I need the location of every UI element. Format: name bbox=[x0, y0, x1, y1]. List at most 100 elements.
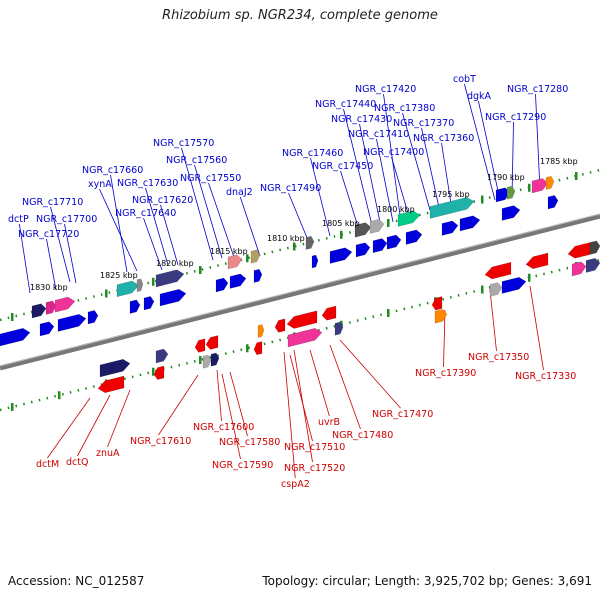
gene-forward[interactable] bbox=[287, 327, 323, 348]
gene-reverse[interactable] bbox=[431, 296, 443, 311]
gene-forward[interactable] bbox=[545, 175, 555, 190]
gene-forward[interactable] bbox=[372, 238, 388, 254]
gene-label-forward[interactable]: NGR_c17660 bbox=[82, 165, 143, 176]
gene-forward[interactable] bbox=[501, 276, 527, 294]
gene-forward[interactable] bbox=[506, 185, 516, 200]
gene-forward[interactable] bbox=[215, 277, 229, 293]
gene-label-reverse[interactable]: NGR_c17390 bbox=[415, 368, 476, 379]
gene-label-forward[interactable]: xynA bbox=[88, 179, 112, 190]
gene-forward[interactable] bbox=[253, 268, 263, 283]
gene-forward[interactable] bbox=[405, 229, 423, 245]
gene-label-forward[interactable]: NGR_c17570 bbox=[153, 138, 214, 149]
gene-label-forward[interactable]: NGR_c17620 bbox=[132, 195, 193, 206]
gene-forward[interactable] bbox=[585, 257, 600, 273]
gene-forward[interactable] bbox=[257, 324, 265, 338]
gene-forward[interactable] bbox=[501, 205, 521, 221]
gene-label-forward[interactable]: NGR_c17410 bbox=[348, 129, 409, 140]
gene-label-forward[interactable]: NGR_c17700 bbox=[36, 214, 97, 225]
gene-label-forward[interactable]: NGR_c17630 bbox=[117, 178, 178, 189]
gene-label-forward[interactable]: NGR_c17440 bbox=[315, 99, 376, 110]
gene-label-reverse[interactable]: uvrB bbox=[318, 417, 340, 428]
gene-forward[interactable] bbox=[329, 247, 353, 264]
gene-forward[interactable] bbox=[369, 218, 385, 234]
gene-label-forward[interactable]: NGR_c17490 bbox=[260, 183, 321, 194]
gene-label-reverse[interactable]: NGR_c17350 bbox=[468, 352, 529, 363]
gene-reverse[interactable] bbox=[321, 305, 337, 321]
gene-reverse[interactable] bbox=[253, 341, 263, 356]
gene-forward[interactable] bbox=[429, 196, 475, 219]
gene-reverse[interactable] bbox=[205, 335, 219, 350]
gene-label-forward[interactable]: NGR_c17380 bbox=[374, 103, 435, 114]
gene-forward[interactable] bbox=[397, 210, 421, 227]
gene-forward[interactable] bbox=[547, 195, 559, 210]
gene-label-forward[interactable]: NGR_c17460 bbox=[282, 148, 343, 159]
gene-label-forward[interactable]: NGR_c17370 bbox=[393, 118, 454, 129]
gene-label-forward[interactable]: NGR_c17430 bbox=[331, 114, 392, 125]
gene-label-forward[interactable]: NGR_c17710 bbox=[22, 197, 83, 208]
gene-forward[interactable] bbox=[305, 235, 315, 250]
gene-label-forward[interactable]: NGR_c17420 bbox=[355, 84, 416, 95]
gene-reverse[interactable] bbox=[153, 365, 165, 380]
gene-forward[interactable] bbox=[250, 249, 261, 264]
gene-forward[interactable] bbox=[129, 299, 141, 314]
gene-label-reverse[interactable]: NGR_c17470 bbox=[372, 409, 433, 420]
gene-forward[interactable] bbox=[45, 300, 57, 315]
gene-forward[interactable] bbox=[143, 296, 155, 311]
gene-label-reverse[interactable]: NGR_c17590 bbox=[212, 460, 273, 471]
gene-label-reverse[interactable]: NGR_c17330 bbox=[515, 371, 576, 382]
gene-forward[interactable] bbox=[210, 352, 220, 367]
gene-forward[interactable] bbox=[434, 309, 448, 324]
gene-label-reverse[interactable]: NGR_c17520 bbox=[284, 463, 345, 474]
gene-label-reverse[interactable]: NGR_c17510 bbox=[284, 442, 345, 453]
gene-label-reverse[interactable]: NGR_c17610 bbox=[130, 436, 191, 447]
gene-label-forward[interactable]: NGR_c17640 bbox=[115, 208, 176, 219]
gene-label-forward[interactable]: NGR_c17450 bbox=[312, 161, 373, 172]
gene-label-reverse[interactable]: NGR_c17580 bbox=[219, 437, 280, 448]
gene-forward[interactable] bbox=[31, 303, 47, 319]
gene-label-forward[interactable]: NGR_c17400 bbox=[363, 147, 424, 158]
gene-label-reverse[interactable]: cspA2 bbox=[281, 479, 310, 490]
gene-forward[interactable] bbox=[571, 261, 587, 277]
gene-forward[interactable] bbox=[355, 242, 371, 258]
gene-label-forward[interactable]: cobT bbox=[453, 74, 476, 85]
gene-forward[interactable] bbox=[459, 215, 481, 232]
gene-reverse[interactable] bbox=[194, 338, 206, 353]
gene-forward[interactable] bbox=[489, 282, 503, 297]
gene-forward[interactable] bbox=[589, 240, 600, 255]
gene-label-reverse[interactable]: NGR_c17600 bbox=[193, 422, 254, 433]
gene-forward[interactable] bbox=[87, 310, 99, 325]
gene-forward[interactable] bbox=[0, 327, 31, 347]
gene-forward[interactable] bbox=[155, 348, 169, 364]
gene-forward[interactable] bbox=[229, 273, 247, 289]
gene-reverse[interactable] bbox=[567, 242, 591, 259]
gene-forward[interactable] bbox=[227, 254, 243, 270]
gene-label-forward[interactable]: dnaJ2 bbox=[226, 187, 253, 198]
gene-forward[interactable] bbox=[155, 269, 185, 288]
gene-forward[interactable] bbox=[334, 321, 344, 336]
gene-label-forward[interactable]: dgkA bbox=[467, 91, 492, 102]
gene-forward[interactable] bbox=[354, 222, 372, 238]
gene-forward[interactable] bbox=[531, 178, 549, 194]
gene-forward[interactable] bbox=[136, 278, 144, 293]
gene-reverse[interactable] bbox=[286, 310, 318, 329]
gene-label-forward[interactable]: NGR_c17360 bbox=[413, 133, 474, 144]
gene-label-forward[interactable]: NGR_c17720 bbox=[18, 229, 79, 240]
gene-forward[interactable] bbox=[159, 288, 187, 307]
gene-forward[interactable] bbox=[99, 358, 131, 378]
gene-label-forward[interactable]: dctP bbox=[8, 214, 29, 225]
gene-label-reverse[interactable]: dctQ bbox=[66, 457, 88, 468]
gene-reverse[interactable] bbox=[525, 252, 549, 270]
gene-forward[interactable] bbox=[57, 313, 87, 332]
gene-reverse[interactable] bbox=[97, 375, 125, 394]
gene-label-forward[interactable]: NGR_c17290 bbox=[485, 112, 546, 123]
gene-forward[interactable] bbox=[116, 280, 140, 298]
gene-forward[interactable] bbox=[54, 296, 76, 313]
gene-label-forward[interactable]: NGR_c17550 bbox=[180, 173, 241, 184]
gene-forward[interactable] bbox=[311, 254, 319, 269]
gene-forward[interactable] bbox=[386, 234, 402, 250]
gene-forward[interactable] bbox=[202, 354, 212, 369]
gene-label-reverse[interactable]: NGR_c17480 bbox=[332, 430, 393, 441]
gene-label-reverse[interactable]: znuA bbox=[96, 448, 120, 459]
gene-reverse[interactable] bbox=[274, 318, 286, 333]
gene-label-forward[interactable]: NGR_c17560 bbox=[166, 155, 227, 166]
